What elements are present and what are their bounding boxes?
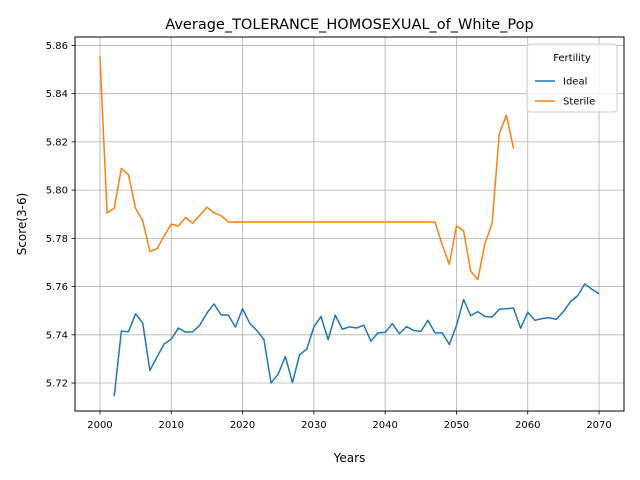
x-axis: 2000 2010 2020 2030 2040 2050 2060 2070	[87, 411, 612, 431]
series-line-ideal	[113, 283, 600, 397]
x-tick-label: 2060	[515, 420, 540, 431]
x-axis-label: Years	[333, 451, 366, 465]
y-tick-label: 5.80	[46, 186, 68, 197]
x-tick-label: 2000	[87, 420, 112, 431]
y-tick-label: 5.76	[46, 282, 68, 293]
y-tick-label: 5.72	[46, 379, 68, 390]
x-tick-label: 2050	[444, 420, 469, 431]
y-tick-label: 5.74	[46, 330, 68, 341]
series-layer	[99, 56, 600, 397]
x-tick-label: 2010	[159, 420, 184, 431]
x-tick-label: 2030	[301, 420, 326, 431]
x-tick-label: 2070	[586, 420, 611, 431]
y-axis: 5.72 5.74 5.76 5.78 5.80 5.82 5.84 5.86	[46, 41, 75, 390]
legend-label-ideal: Ideal	[563, 77, 587, 88]
y-tick-label: 5.82	[46, 137, 68, 148]
chart-title: Average_TOLERANCE_HOMOSEXUAL_of_White_Po…	[165, 17, 533, 33]
legend: Fertility Ideal Sterile	[526, 43, 618, 113]
x-tick-label: 2040	[372, 420, 397, 431]
legend-box	[526, 43, 618, 113]
x-tick-label: 2020	[230, 420, 255, 431]
y-axis-label: Score(3-6)	[15, 193, 29, 256]
y-tick-label: 5.78	[46, 234, 68, 245]
legend-title: Fertility	[553, 53, 591, 64]
plot-area	[74, 36, 625, 412]
series-line-sterile	[99, 56, 515, 281]
legend-label-sterile: Sterile	[563, 97, 595, 108]
y-tick-label: 5.84	[46, 89, 68, 100]
y-tick-label: 5.86	[46, 41, 68, 52]
